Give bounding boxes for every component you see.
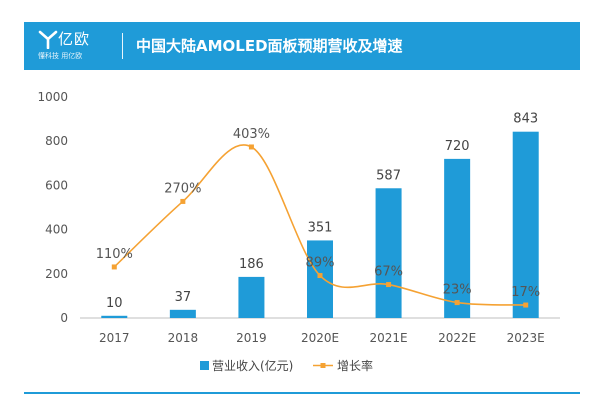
logo-text: 亿欧 [58, 30, 91, 48]
growth-value-label: 17% [511, 285, 540, 300]
y-tick-label: 200 [45, 267, 68, 281]
growth-point [248, 144, 254, 150]
growth-point [386, 282, 392, 288]
x-tick-label: 2023E [507, 331, 545, 345]
bar [444, 158, 471, 318]
growth-value-label: 67% [374, 265, 403, 280]
x-tick-label: 2018 [168, 331, 199, 345]
growth-value-label: 403% [233, 127, 270, 142]
header-banner: 亿欧 懂科技 用亿欧 中国大陆AMOLED面板预期营收及增速 [24, 22, 580, 70]
x-tick-label: 2022E [438, 331, 476, 345]
legend: 营业收入(亿元) 增长率 [200, 358, 373, 373]
bar-value-label: 587 [376, 168, 401, 183]
bar-value-label: 37 [175, 290, 192, 305]
bar [307, 240, 333, 318]
x-tick-label: 2021E [370, 331, 408, 345]
growth-value-label: 110% [96, 247, 133, 262]
legend-bar-label: 营业收入(亿元) [212, 358, 293, 373]
growth-point [454, 300, 460, 306]
growth-value-label: 270% [164, 181, 201, 196]
legend-bar-swatch [200, 361, 209, 370]
growth-point [317, 273, 323, 279]
y-tick-label: 1000 [37, 90, 68, 104]
growth-point [180, 198, 186, 204]
y-tick-label: 0 [60, 311, 68, 325]
bar-value-label: 10 [106, 296, 123, 311]
bar [512, 131, 539, 318]
bar-value-label: 186 [239, 257, 264, 272]
x-tick-label: 2017 [99, 331, 130, 345]
bottom-rule [24, 392, 580, 394]
growth-point [523, 302, 529, 308]
bar-value-label: 720 [445, 139, 470, 154]
y-tick-label: 600 [45, 178, 68, 192]
y-tick-label: 800 [45, 134, 68, 148]
logo: 亿欧 懂科技 用亿欧 [38, 28, 108, 64]
growth-point [111, 264, 117, 270]
legend-line-marker [320, 363, 326, 368]
x-tick-label: 2020E [301, 331, 339, 345]
chart-title: 中国大陆AMOLED面板预期营收及增速 [136, 37, 403, 55]
bar-value-label: 843 [513, 112, 538, 127]
logo-slogan: 懂科技 用亿欧 [38, 52, 83, 60]
bar-series [101, 131, 539, 318]
bar-value-label: 351 [308, 220, 333, 235]
bar [169, 309, 196, 318]
axes: 0 200 400 600 800 1000 2017 2018 2019 2020E 2021E 2… [37, 90, 560, 345]
line-series [111, 144, 529, 308]
growth-value-label: 89% [306, 256, 335, 271]
bar [375, 188, 402, 318]
logo-icon [38, 30, 58, 49]
banner-divider [122, 33, 123, 59]
y-tick-label: 400 [45, 223, 68, 237]
data-labels: 10 37 186 351 587 720 843 110% 270% 403% 89% 67% 23%… [96, 112, 540, 311]
bar [238, 276, 265, 318]
bar [101, 315, 128, 318]
x-tick-label: 2019 [236, 331, 267, 345]
legend-line-label: 增长率 [337, 358, 373, 373]
growth-value-label: 23% [443, 283, 472, 298]
